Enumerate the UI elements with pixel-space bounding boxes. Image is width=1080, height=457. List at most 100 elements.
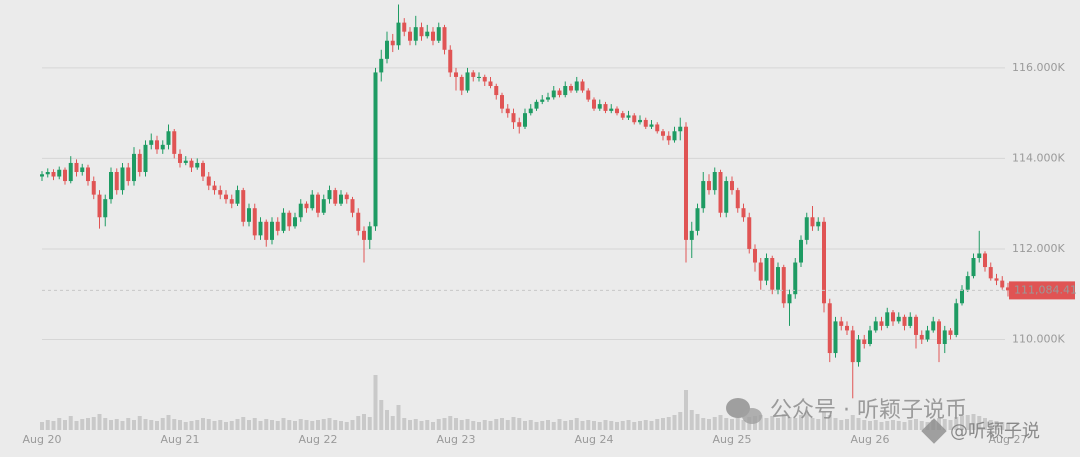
- volume-bar: [638, 421, 642, 430]
- candle-body: [977, 253, 982, 258]
- candle-body: [776, 267, 780, 290]
- volume-bar: [402, 418, 407, 430]
- volume-bar: [505, 420, 510, 430]
- volume-bar: [86, 418, 90, 430]
- volume-bar: [879, 422, 884, 430]
- candle-body: [885, 312, 890, 326]
- volume-bar: [804, 412, 809, 430]
- candle-body: [45, 172, 50, 175]
- candle-body: [425, 31, 430, 37]
- candle-body: [281, 212, 286, 231]
- candle-body: [735, 190, 740, 209]
- candle-body: [505, 108, 510, 114]
- volume-bar: [241, 417, 246, 430]
- volume-bar: [620, 421, 625, 430]
- volume-bar: [839, 420, 844, 430]
- candle-body: [891, 312, 895, 322]
- candle-body: [580, 81, 585, 91]
- volume-bar: [270, 420, 274, 430]
- volume-bar: [281, 418, 286, 430]
- candle-body: [137, 153, 142, 172]
- candle-body: [488, 81, 493, 86]
- volume-bar: [632, 422, 637, 430]
- candle-body: [850, 330, 855, 363]
- volume-bar: [149, 420, 154, 430]
- volume-bar: [960, 416, 964, 430]
- candle-body: [189, 160, 194, 168]
- candle-body: [661, 131, 665, 136]
- candle-body: [781, 267, 786, 304]
- volume-bar: [143, 419, 148, 430]
- candle-body: [465, 72, 470, 91]
- x-tick-label: Aug 26: [851, 433, 890, 446]
- candle-body: [235, 190, 240, 204]
- candle-body: [431, 31, 435, 41]
- candle-body: [86, 167, 90, 182]
- volume-bar: [954, 417, 959, 430]
- candle-body: [40, 174, 44, 177]
- volume-bar: [540, 421, 545, 430]
- candle-body: [609, 108, 614, 111]
- candle-body: [252, 208, 257, 236]
- candle-body: [97, 194, 102, 218]
- candle-body: [264, 221, 269, 240]
- candle-body: [471, 72, 476, 77]
- candle-body: [408, 31, 412, 41]
- candle-body: [419, 27, 424, 37]
- candle-body: [983, 253, 987, 268]
- volume-bar: [465, 419, 470, 430]
- candle-body: [856, 339, 861, 363]
- candle-body: [172, 131, 177, 154]
- volume-bar: [712, 417, 717, 430]
- candle-body: [494, 86, 499, 96]
- volume-bar: [252, 418, 257, 430]
- volume-bar: [178, 420, 182, 430]
- volume-bar: [885, 421, 890, 430]
- candle-body: [678, 126, 683, 132]
- volume-bar: [74, 421, 79, 430]
- y-tick-label: 114.000K: [1012, 151, 1065, 164]
- volume-bar: [580, 421, 585, 430]
- wechat-icon: [742, 408, 762, 424]
- y-tick-label: 116.000K: [1012, 61, 1065, 74]
- volume-bar: [316, 420, 320, 430]
- volume-bar: [672, 415, 677, 430]
- candle-body: [563, 86, 568, 96]
- candle-body: [787, 294, 792, 304]
- volume-bar: [643, 420, 648, 430]
- volume-bar: [57, 418, 62, 430]
- candle-body: [206, 176, 211, 186]
- candle-body: [316, 194, 320, 213]
- volume-bar: [442, 418, 447, 430]
- volume-bar: [563, 421, 568, 430]
- candle-body: [212, 185, 217, 191]
- x-tick-label: Aug 20: [23, 433, 62, 446]
- candle-body: [109, 172, 113, 200]
- volume-bar: [160, 418, 165, 430]
- volume-bar: [40, 422, 44, 430]
- volume-bar: [730, 419, 734, 430]
- last-price-label: 111,084.41: [1014, 283, 1077, 296]
- volume-bar: [695, 414, 700, 430]
- volume-bar: [80, 419, 85, 430]
- candle-body: [988, 267, 993, 279]
- y-tick-label: 110.000K: [1012, 332, 1065, 345]
- candle-body: [339, 194, 343, 204]
- candle-body: [649, 124, 654, 127]
- candle-body: [695, 208, 700, 231]
- candle-body: [868, 330, 872, 344]
- volume-bar: [908, 420, 913, 430]
- candle-body: [839, 321, 844, 326]
- volume-bar: [264, 419, 269, 430]
- candle-body: [379, 58, 384, 73]
- candle-body: [178, 153, 182, 163]
- volume-bar: [810, 418, 815, 430]
- candle-body: [845, 325, 849, 331]
- volume-bar: [597, 422, 602, 430]
- volume-bar: [413, 419, 418, 430]
- candle-body: [643, 119, 648, 127]
- candle-body: [91, 181, 96, 195]
- volume-bar: [436, 419, 441, 430]
- volume-bar: [684, 390, 688, 430]
